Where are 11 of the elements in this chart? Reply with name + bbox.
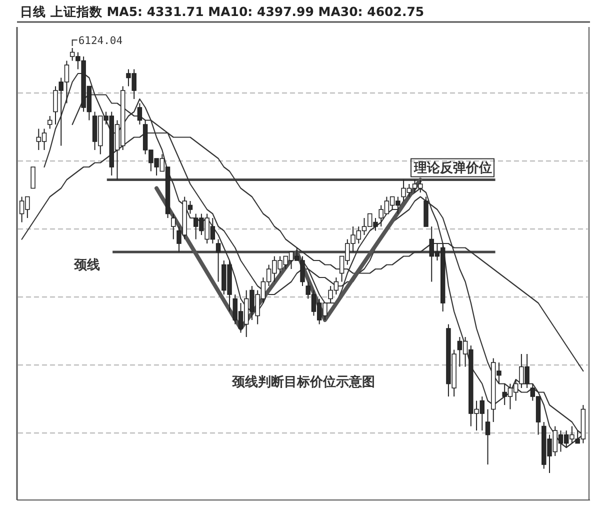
- candlestick: [485, 408, 490, 465]
- candlestick: [137, 102, 142, 125]
- candlestick: [48, 116, 52, 130]
- ref-line-label: 颈线: [73, 258, 100, 273]
- candlestick: [171, 213, 176, 240]
- text: 6124.04: [78, 35, 123, 47]
- candlestick: [30, 166, 36, 189]
- candlestick: [216, 238, 221, 282]
- ref-line-label: 理论反弹价位: [413, 160, 492, 176]
- annotation: 颈线判断目标价位示意图: [231, 374, 375, 390]
- chart-title: 日线 上证指数 MA5: 4331.71 MA10: 4397.99 MA30: 4602.75: [20, 4, 424, 19]
